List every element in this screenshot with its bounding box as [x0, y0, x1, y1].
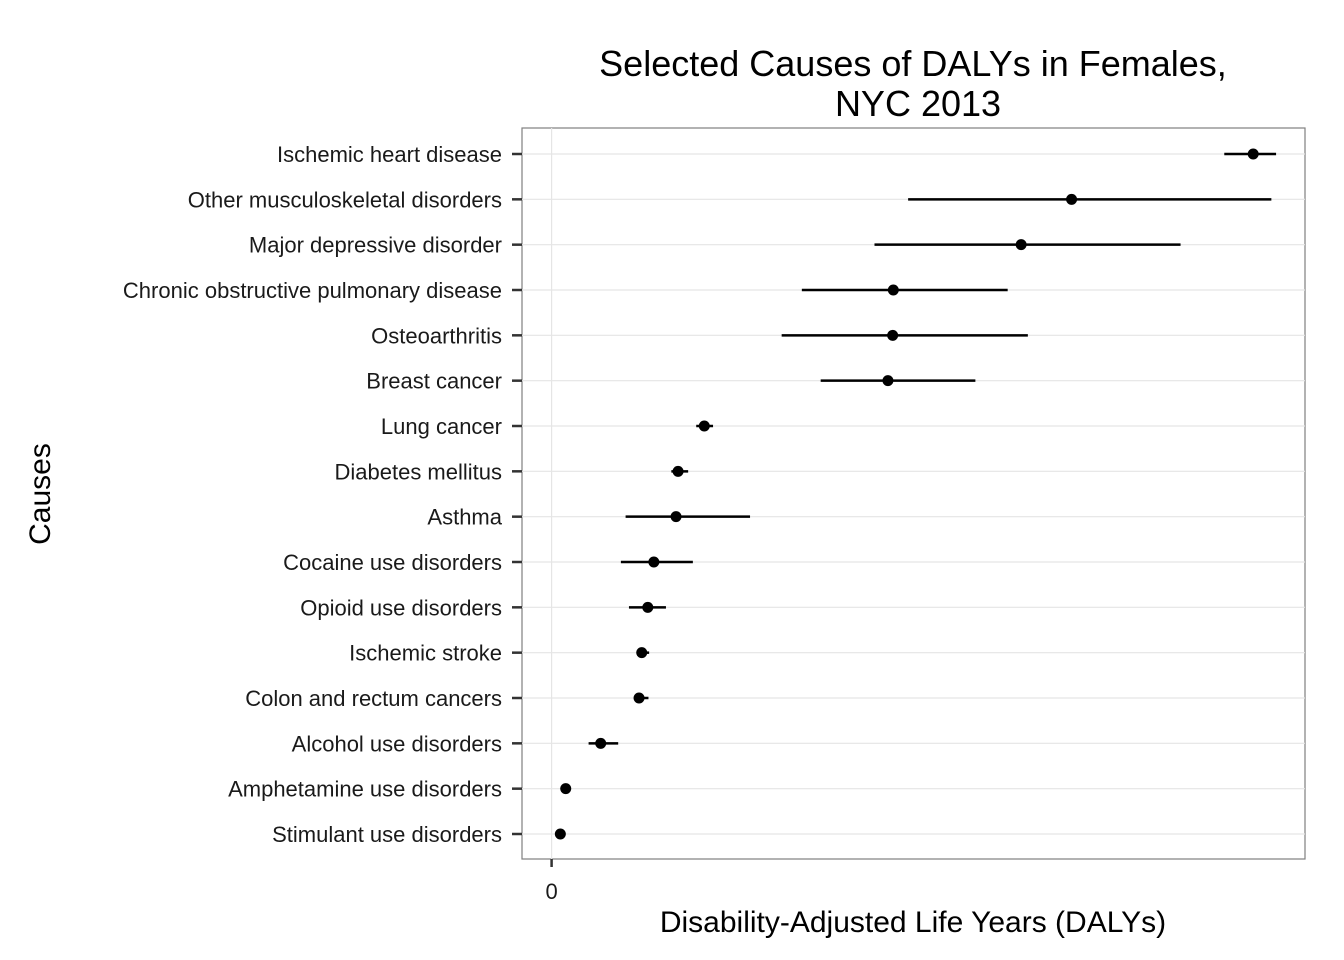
point-estimate	[595, 737, 607, 749]
axis-ticks	[512, 152, 553, 867]
point-estimate	[633, 692, 645, 704]
point-estimate	[1015, 239, 1027, 251]
y-tick-label: Stimulant use disorders	[272, 822, 502, 847]
y-tick-label: Ischemic stroke	[349, 641, 502, 666]
point-estimate	[882, 375, 894, 387]
y-tick-label: Lung cancer	[381, 414, 502, 439]
y-tick-label: Asthma	[427, 505, 502, 530]
point-estimate	[672, 465, 684, 477]
y-tick-label: Diabetes mellitus	[334, 459, 502, 484]
y-tick-label: Ischemic heart disease	[277, 142, 502, 167]
point-estimate	[887, 284, 899, 296]
data-marks	[554, 148, 1277, 840]
point-estimate	[554, 828, 566, 840]
x-tick-label: 0	[545, 879, 557, 904]
point-estimate	[887, 329, 899, 341]
point-estimate	[642, 601, 654, 613]
y-tick-label: Chronic obstructive pulmonary disease	[123, 278, 502, 303]
x-axis-title: Disability-Adjusted Life Years (DALYs)	[660, 906, 1166, 939]
y-tick-label: Osteoarthritis	[371, 323, 502, 348]
y-tick-label: Major depressive disorder	[249, 233, 502, 258]
chart-title-line-1: Selected Causes of DALYs in Females,	[599, 43, 1227, 84]
point-estimate	[560, 783, 572, 795]
point-estimate	[698, 420, 710, 432]
chart-title-line-2: NYC 2013	[835, 83, 1001, 124]
y-tick-label: Alcohol use disorders	[292, 731, 502, 756]
y-axis-title: Causes	[24, 443, 57, 545]
y-tick-label: Cocaine use disorders	[283, 550, 502, 575]
plot-panel	[521, 127, 1306, 860]
y-tick-label: Colon and rectum cancers	[245, 686, 502, 711]
point-estimate	[636, 647, 648, 659]
y-tick-label: Breast cancer	[366, 369, 502, 394]
point-estimate	[1066, 193, 1078, 205]
y-tick-label: Opioid use disorders	[300, 595, 502, 620]
point-estimate	[1247, 148, 1259, 160]
y-tick-labels: Ischemic heart disease Other musculoskele…	[123, 142, 503, 847]
point-estimate	[670, 511, 682, 523]
y-tick-label: Other musculoskeletal disorders	[188, 187, 502, 212]
x-tick-labels: 0	[545, 879, 557, 904]
y-tick-label: Amphetamine use disorders	[228, 777, 502, 802]
point-estimate	[648, 556, 660, 568]
